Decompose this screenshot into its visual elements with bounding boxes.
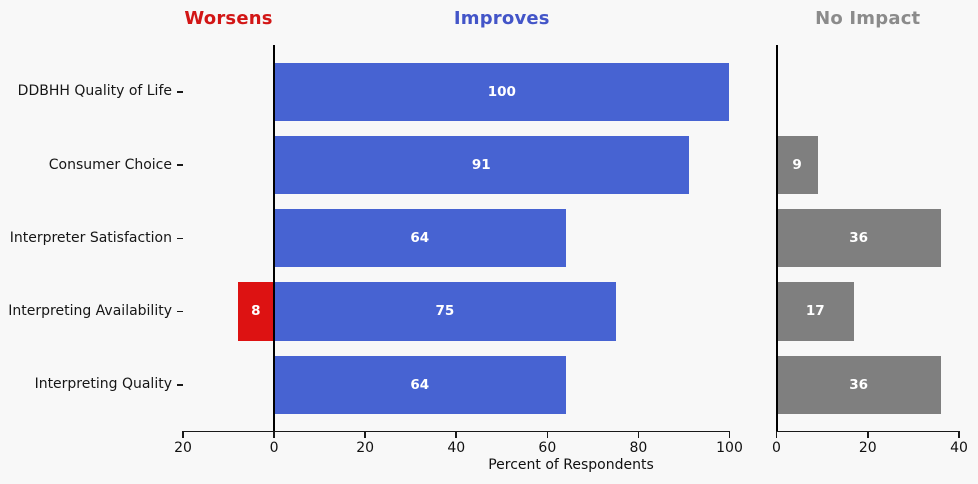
bar-improves [274, 62, 730, 121]
x-tick-label: 20 [858, 440, 877, 456]
bar-value-label: 91 [471, 156, 491, 173]
x-tick-label: 40 [447, 440, 466, 456]
bar-no-impact [776, 135, 818, 195]
y-tick-mark [176, 91, 183, 93]
bar-value-label: 17 [805, 303, 825, 320]
bar-value-label: 75 [435, 303, 455, 320]
x-tick-label: 0 [772, 440, 781, 456]
bar-value-label: 36 [849, 230, 869, 247]
x-axis-label: Percent of Respondents [488, 457, 654, 473]
category-label: Interpreter Satisfaction [9, 229, 172, 246]
panel-title-no-impact: No Impact [815, 8, 921, 29]
bar-improves [274, 135, 689, 195]
panel-title-worsens: Worsens [184, 8, 273, 29]
bar-value-label: 8 [251, 303, 261, 320]
y-tick-mark [176, 164, 183, 166]
bar-value-label: 64 [410, 376, 430, 393]
x-tick-mark [364, 432, 366, 438]
bar-improves [274, 355, 566, 414]
y-tick-mark [176, 310, 183, 313]
x-tick-label: 20 [174, 440, 192, 456]
x-tick-mark [728, 432, 731, 438]
y-tick-mark [176, 384, 183, 386]
x-tick-mark [273, 432, 275, 438]
bar-improves [274, 209, 566, 268]
x-axis-line-left [182, 430, 731, 433]
x-tick-mark [546, 432, 549, 438]
category-label: Interpreting Quality [34, 376, 172, 393]
x-tick-mark [775, 432, 778, 438]
bar-no-impact [776, 355, 941, 414]
x-tick-mark [866, 432, 869, 438]
x-tick-label: 0 [269, 440, 279, 456]
category-label: DDBHH Quality of Life [17, 83, 172, 100]
bar-value-label: 9 [792, 156, 802, 173]
bar-no-impact [776, 282, 855, 341]
panel-title-improves: Improves [453, 8, 550, 29]
category-label: Interpreting Availability [8, 303, 172, 320]
x-tick-mark [455, 432, 458, 438]
x-tick-label: 60 [538, 440, 557, 456]
x-axis-line-right [775, 430, 960, 433]
zero-spine-left [273, 45, 276, 433]
x-tick-label: 20 [356, 440, 375, 456]
x-tick-mark [958, 432, 960, 438]
x-tick-label: 100 [716, 440, 743, 456]
bar-value-label: 36 [849, 376, 869, 393]
zero-spine-right [775, 45, 778, 433]
bar-value-label: 64 [410, 230, 430, 247]
bar-improves [274, 282, 616, 341]
bar-value-label: 100 [487, 83, 516, 100]
category-label: Consumer Choice [48, 156, 172, 173]
x-tick-label: 80 [629, 440, 648, 456]
y-tick-mark [176, 237, 183, 240]
bar-no-impact [776, 209, 941, 268]
x-tick-label: 40 [950, 440, 968, 456]
bar-worsens [237, 282, 275, 341]
x-tick-mark [182, 432, 184, 438]
x-tick-mark [637, 432, 640, 438]
